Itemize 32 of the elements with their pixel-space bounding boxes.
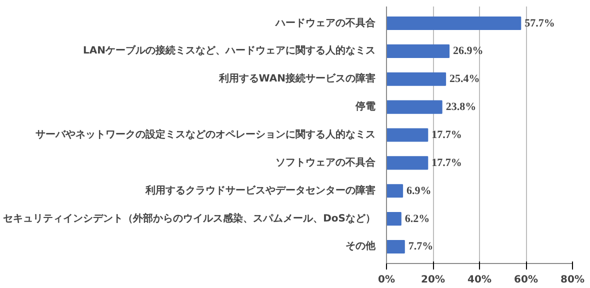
data-label: 26.9% [453, 45, 484, 58]
x-tick-label: 60% [514, 274, 538, 286]
y-tick-label: サーバやネットワークの設定ミスなどのオペレーションに関する人的なミス [36, 128, 376, 140]
data-label: 17.7% [432, 129, 462, 141]
y-tick-label: 利用するWAN接続サービスの障害 [218, 72, 376, 85]
y-tick-label: ハードウェアの不具合 [274, 16, 376, 29]
bar [386, 240, 405, 254]
data-label: 6.2% [404, 212, 430, 225]
data-label: 25.4% [450, 73, 480, 86]
x-tick-label: 0% [378, 274, 395, 286]
bar [386, 212, 402, 226]
data-label: 23.8% [446, 101, 476, 114]
y-tick-label: LANケーブルの接続ミスなど、ハードウェアに関する人的なミス [83, 44, 376, 57]
x-tick-label: 80% [560, 274, 584, 286]
y-tick-label: 利用するクラウドサービスやデータセンターの障害 [144, 184, 376, 196]
data-label: 7.7% [408, 240, 434, 253]
data-label: 57.7% [524, 17, 555, 30]
y-tick-label: その他 [346, 240, 376, 252]
bar [386, 72, 446, 86]
data-label: 17.7% [432, 156, 462, 169]
y-tick-label: ソフトウェアの不具合 [276, 156, 376, 168]
bar [386, 156, 428, 170]
bar [386, 16, 522, 30]
bar [386, 128, 428, 142]
y-tick-label: 停電 [354, 100, 376, 113]
data-label: 6.9% [406, 184, 432, 197]
bar [386, 184, 404, 198]
y-tick-label: セキュリティインシデント（外部からのウイルス感染、スパムメール、DoSなど） [3, 212, 376, 224]
bar [386, 100, 442, 114]
x-tick-label: 40% [468, 274, 492, 286]
x-tick-label: 20% [421, 274, 445, 286]
bar [386, 44, 450, 58]
